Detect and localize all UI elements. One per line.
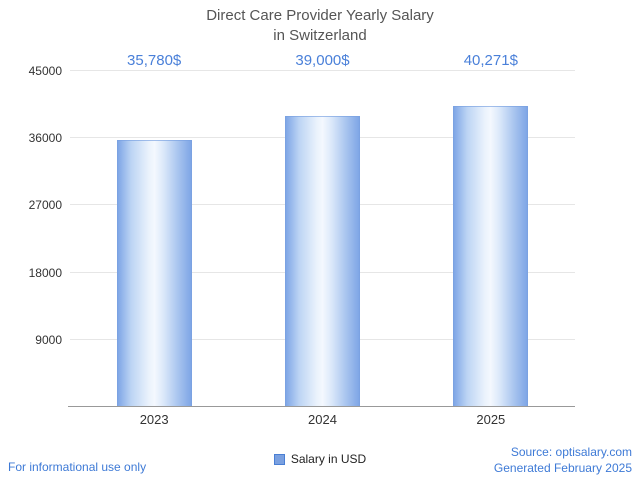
y-axis-tick-label: 18000 [28,265,62,280]
chart-title-line-1: Direct Care Provider Yearly Salary [206,7,434,24]
bar-value-label-2024: 39,000$ [295,52,350,69]
source-block: Source: optisalary.com Generated Februar… [494,444,632,476]
y-axis-tick-label: 27000 [28,198,62,213]
y-axis-tick-label: 45000 [28,64,62,78]
bar-value-label-2025: 40,271$ [463,52,518,69]
legend-swatch-icon [273,453,285,465]
disclaimer-text: For informational use only [8,460,147,474]
bar-group-2025: 40,271$ [407,52,575,407]
chart-title: Direct Care Provider Yearly Salary in Sw… [0,6,640,45]
x-axis-label-2023: 2023 [139,412,169,427]
bar-2023 [116,139,192,407]
chart-title-line-2: in Switzerland [273,26,367,44]
bar-group-2024: 39,000$ [238,52,406,407]
x-axis-label-2024: 2024 [308,412,337,427]
bar-group-2023: 35,780$ [70,52,238,407]
bar-columns: 35,780$ 39,000$ 40,271$ [70,52,575,407]
x-axis-line [68,406,575,407]
x-axis-label-2025: 2025 [476,412,506,427]
y-axis-tick-label: 36000 [28,131,62,146]
legend: Salary in USD [0,452,640,466]
gridline-45000 [70,70,575,71]
bar-value-label-2023: 35,780$ [127,52,182,69]
x-axis-labels: 2023 2024 2025 [70,412,575,427]
generated-text: Generated February 2025 [493,460,632,475]
plot-area: 9000 18000 27000 36000 45000 35,780$ 39,… [29,52,575,407]
bar-2024 [284,115,360,407]
source-text: Source: optisalary.com [510,444,632,459]
bar-2025 [453,106,529,407]
y-axis-tick-label: 9000 [35,332,62,347]
legend-label: Salary in USD [290,452,367,466]
